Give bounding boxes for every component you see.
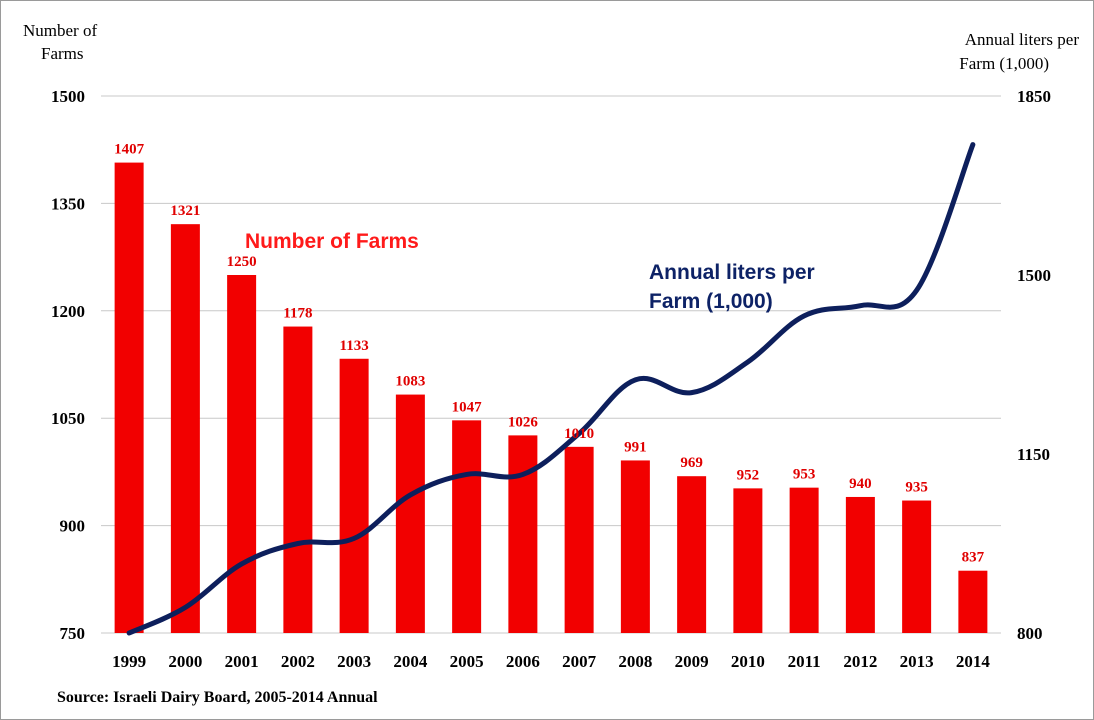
line-point bbox=[184, 606, 186, 608]
line-point bbox=[634, 379, 636, 381]
bar bbox=[620, 460, 650, 633]
y-left-tick-label: 1050 bbox=[51, 409, 85, 428]
x-tick-label: 2002 bbox=[281, 652, 315, 671]
bar-value-label: 1083 bbox=[395, 374, 425, 390]
y-left-tick-label: 1200 bbox=[51, 302, 85, 321]
x-tick-label: 2004 bbox=[393, 652, 428, 671]
bar-value-label: 837 bbox=[962, 550, 985, 566]
bar-value-label: 1010 bbox=[564, 426, 594, 442]
y-left-tick-label: 900 bbox=[60, 517, 86, 536]
bar bbox=[733, 488, 763, 633]
bar bbox=[789, 487, 819, 633]
line-point bbox=[916, 289, 918, 291]
y-left-tick-label: 1500 bbox=[51, 87, 85, 106]
bar bbox=[227, 275, 257, 633]
x-tick-label: 2013 bbox=[900, 652, 934, 671]
bar bbox=[508, 435, 538, 633]
y-left-tick-label: 750 bbox=[60, 624, 86, 643]
bar bbox=[845, 496, 875, 633]
bar-series bbox=[114, 162, 988, 633]
y-right-tick-label: 1150 bbox=[1017, 445, 1050, 464]
bar-value-label: 940 bbox=[849, 476, 872, 492]
line-point bbox=[972, 144, 974, 146]
x-tick-label: 2007 bbox=[562, 652, 597, 671]
y-right-tick-label: 1850 bbox=[1017, 87, 1051, 106]
line-point bbox=[691, 392, 693, 394]
x-tick-label: 2001 bbox=[225, 652, 259, 671]
annotation-liters-line2: Farm (1,000) bbox=[649, 290, 773, 313]
y-left-title-line2: Farms bbox=[41, 44, 84, 63]
line-point bbox=[803, 315, 805, 317]
bar bbox=[170, 224, 200, 633]
x-tick-label: 2014 bbox=[956, 652, 991, 671]
bar bbox=[395, 394, 425, 633]
y-left-tick-label: 1350 bbox=[51, 194, 85, 213]
bar bbox=[902, 500, 932, 633]
y-right-title-line2: Farm (1,000) bbox=[959, 54, 1049, 73]
bar-value-label: 952 bbox=[737, 467, 760, 483]
y-right-tick-label: 1500 bbox=[1017, 266, 1051, 285]
x-tick-label: 2009 bbox=[675, 652, 709, 671]
x-tick-label: 2010 bbox=[731, 652, 765, 671]
bar bbox=[339, 358, 369, 633]
line-point bbox=[353, 537, 355, 539]
x-tick-label: 2012 bbox=[843, 652, 877, 671]
y-left-title-line1: Number of bbox=[23, 21, 97, 40]
bar-value-label: 1407 bbox=[114, 142, 145, 158]
line-point bbox=[241, 563, 243, 565]
bar bbox=[958, 570, 988, 633]
line-point bbox=[859, 305, 861, 307]
x-tick-label: 1999 bbox=[112, 652, 146, 671]
x-tick-label: 2011 bbox=[788, 652, 821, 671]
line-point bbox=[297, 543, 299, 544]
bar-value-label: 1026 bbox=[508, 414, 539, 430]
bar bbox=[677, 476, 707, 633]
x-ticks: 1999 2000 2001 2002 2003 2004 2005 2006 2007 2008… bbox=[112, 652, 990, 671]
line-point bbox=[747, 361, 749, 363]
bar-value-label: 935 bbox=[905, 480, 928, 496]
line-point bbox=[578, 433, 580, 435]
y-right-ticks: 800 1150 1500 1850 bbox=[1017, 87, 1051, 643]
line-point bbox=[466, 473, 468, 475]
x-tick-label: 2003 bbox=[337, 652, 371, 671]
bar-value-label: 1047 bbox=[452, 399, 483, 415]
y-right-tick-label: 800 bbox=[1017, 624, 1043, 643]
bar-value-label: 953 bbox=[793, 467, 816, 483]
bar-value-label: 1321 bbox=[170, 203, 200, 219]
bar-value-label: 969 bbox=[680, 455, 703, 471]
line-series bbox=[126, 142, 976, 636]
x-tick-label: 2005 bbox=[450, 652, 484, 671]
line-point bbox=[128, 632, 130, 634]
y-right-title-line1: Annual liters per bbox=[965, 30, 1080, 49]
bar-value-label: 1250 bbox=[227, 254, 257, 270]
bar bbox=[114, 162, 144, 633]
bar-data-labels: 1407 1321 1250 1178 1133 1083 1047 1026 1010 991 9… bbox=[114, 142, 985, 566]
bar-value-label: 991 bbox=[624, 439, 647, 455]
x-tick-label: 2000 bbox=[168, 652, 202, 671]
annotation-liters-line1: Annual liters per bbox=[649, 261, 815, 284]
source-note: Source: Israeli Dairy Board, 2005-2014 A… bbox=[57, 689, 378, 706]
y-left-ticks: 750 900 1050 1200 1350 1500 bbox=[51, 87, 85, 643]
bar bbox=[452, 420, 482, 633]
line-point bbox=[409, 494, 411, 496]
line-point bbox=[522, 473, 524, 475]
bar bbox=[283, 326, 313, 633]
bar-value-label: 1133 bbox=[340, 338, 369, 354]
bar bbox=[564, 446, 594, 633]
annotation-farms: Number of Farms bbox=[245, 230, 419, 253]
bar-value-label: 1178 bbox=[283, 306, 312, 322]
x-tick-label: 2008 bbox=[618, 652, 652, 671]
x-tick-label: 2006 bbox=[506, 652, 540, 671]
